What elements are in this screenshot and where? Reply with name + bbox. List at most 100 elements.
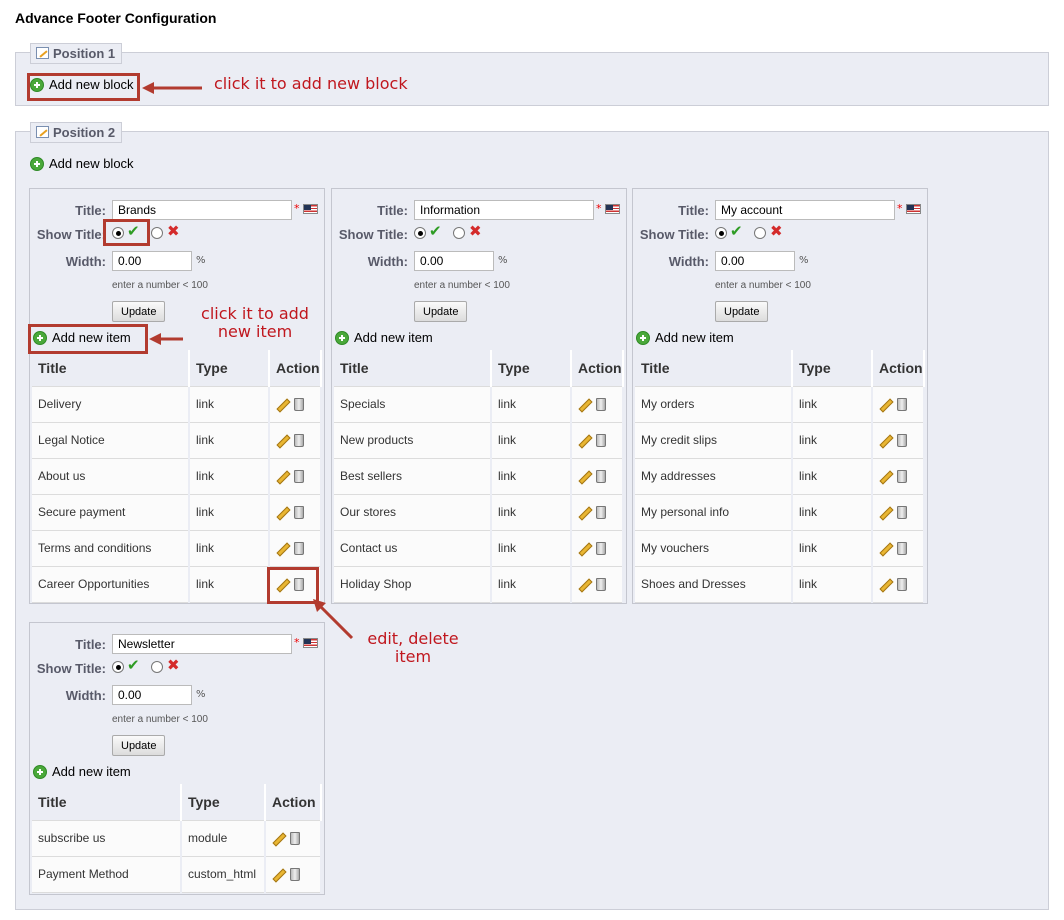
delete-icon[interactable] (294, 469, 304, 483)
delete-icon[interactable] (897, 469, 907, 483)
title-field[interactable] (112, 200, 292, 220)
update-button[interactable]: Update (715, 301, 769, 322)
table-row: Contact us link (334, 529, 624, 566)
table-row: My personal info link (635, 493, 925, 530)
width-field[interactable] (414, 251, 494, 271)
footer-block: Title: * Show Title: ✔ ✖ Width: % enter … (29, 188, 325, 604)
title-field[interactable] (112, 634, 292, 654)
show-title-no-radio[interactable] (151, 661, 163, 673)
title-field[interactable] (414, 200, 594, 220)
edit-icon[interactable] (879, 398, 891, 410)
item-type: link (491, 565, 572, 603)
edit-icon[interactable] (272, 868, 284, 880)
col-action-header: Action (872, 350, 925, 386)
delete-icon[interactable] (596, 541, 606, 555)
delete-icon[interactable] (294, 433, 304, 447)
delete-icon[interactable] (290, 831, 300, 845)
item-type: link (792, 421, 873, 458)
edit-icon[interactable] (879, 470, 891, 482)
width-field[interactable] (112, 685, 192, 705)
item-type: link (792, 385, 873, 422)
add-icon (33, 764, 47, 779)
table-row: Shoes and Dresses link (635, 565, 925, 603)
item-title: My personal info (635, 493, 793, 530)
show-title-no-radio[interactable] (754, 227, 766, 239)
add-new-item-button[interactable]: Add new item (636, 330, 734, 345)
delete-icon[interactable] (290, 867, 300, 881)
note-add-item: click it to add new item (201, 304, 309, 341)
update-button[interactable]: Update (112, 301, 166, 322)
width-field[interactable] (112, 251, 192, 271)
item-actions (269, 421, 322, 458)
delete-icon[interactable] (596, 577, 606, 591)
flag-us-icon[interactable] (303, 204, 318, 214)
edit-icon[interactable] (578, 506, 590, 518)
required-marker: * (897, 202, 903, 215)
edit-icon[interactable] (578, 470, 590, 482)
item-title: Holiday Shop (334, 565, 492, 603)
highlight-add-item (28, 324, 148, 354)
delete-icon[interactable] (897, 505, 907, 519)
edit-icon[interactable] (879, 578, 891, 590)
show-title-yes-radio[interactable] (112, 227, 124, 239)
edit-icon[interactable] (272, 832, 284, 844)
delete-icon[interactable] (596, 505, 606, 519)
delete-icon[interactable] (596, 433, 606, 447)
delete-icon[interactable] (294, 505, 304, 519)
add-new-item-button[interactable]: Add new item (335, 330, 433, 345)
add-new-item-button[interactable]: Add new item (33, 764, 131, 779)
add-new-item-button[interactable]: Add new item (33, 330, 131, 345)
table-row: My vouchers link (635, 529, 925, 566)
item-title: Best sellers (334, 457, 492, 494)
delete-icon[interactable] (294, 397, 304, 411)
title-field[interactable] (715, 200, 895, 220)
edit-icon[interactable] (276, 398, 288, 410)
edit-icon[interactable] (276, 506, 288, 518)
item-title: Shoes and Dresses (635, 565, 793, 603)
add-block-label: Add new block (49, 156, 134, 171)
required-marker: * (294, 202, 300, 215)
show-title-yes-radio[interactable] (715, 227, 727, 239)
edit-icon[interactable] (276, 542, 288, 554)
delete-icon[interactable] (596, 469, 606, 483)
percent-sign: % (196, 689, 206, 700)
add-new-block-button-position-2[interactable]: Add new block (30, 156, 134, 171)
edit-icon[interactable] (879, 434, 891, 446)
show-title-yes-radio[interactable] (112, 661, 124, 673)
edit-icon[interactable] (276, 470, 288, 482)
cross-icon: ✖ (770, 222, 783, 240)
items-table: Title Type Action subscribe us module Pa… (32, 784, 322, 893)
delete-icon[interactable] (897, 397, 907, 411)
delete-icon[interactable] (897, 577, 907, 591)
flag-us-icon[interactable] (303, 638, 318, 648)
delete-icon[interactable] (596, 397, 606, 411)
delete-icon[interactable] (897, 541, 907, 555)
item-type: link (491, 529, 572, 566)
delete-icon[interactable] (897, 433, 907, 447)
table-row: Delivery link (32, 385, 322, 422)
item-type: link (189, 565, 270, 603)
flag-us-icon[interactable] (605, 204, 620, 214)
edit-icon[interactable] (578, 578, 590, 590)
add-new-block-button-position-1[interactable]: Add new block (30, 77, 134, 92)
edit-icon[interactable] (578, 434, 590, 446)
show-title-yes-radio[interactable] (414, 227, 426, 239)
show-title-no-radio[interactable] (453, 227, 465, 239)
width-field[interactable] (715, 251, 795, 271)
edit-icon[interactable] (578, 398, 590, 410)
arrow-edit-delete (313, 599, 354, 640)
page-title: Advance Footer Configuration (15, 10, 217, 26)
flag-us-icon[interactable] (906, 204, 921, 214)
edit-icon[interactable] (879, 542, 891, 554)
edit-icon[interactable] (879, 506, 891, 518)
edit-icon[interactable] (276, 434, 288, 446)
delete-icon[interactable] (294, 577, 304, 591)
update-button[interactable]: Update (414, 301, 468, 322)
width-hint: enter a number < 100 (112, 280, 208, 291)
edit-icon[interactable] (578, 542, 590, 554)
show-title-no-radio[interactable] (151, 227, 163, 239)
highlight-show-title (103, 219, 150, 246)
delete-icon[interactable] (294, 541, 304, 555)
item-type: link (189, 385, 270, 422)
update-button[interactable]: Update (112, 735, 166, 756)
